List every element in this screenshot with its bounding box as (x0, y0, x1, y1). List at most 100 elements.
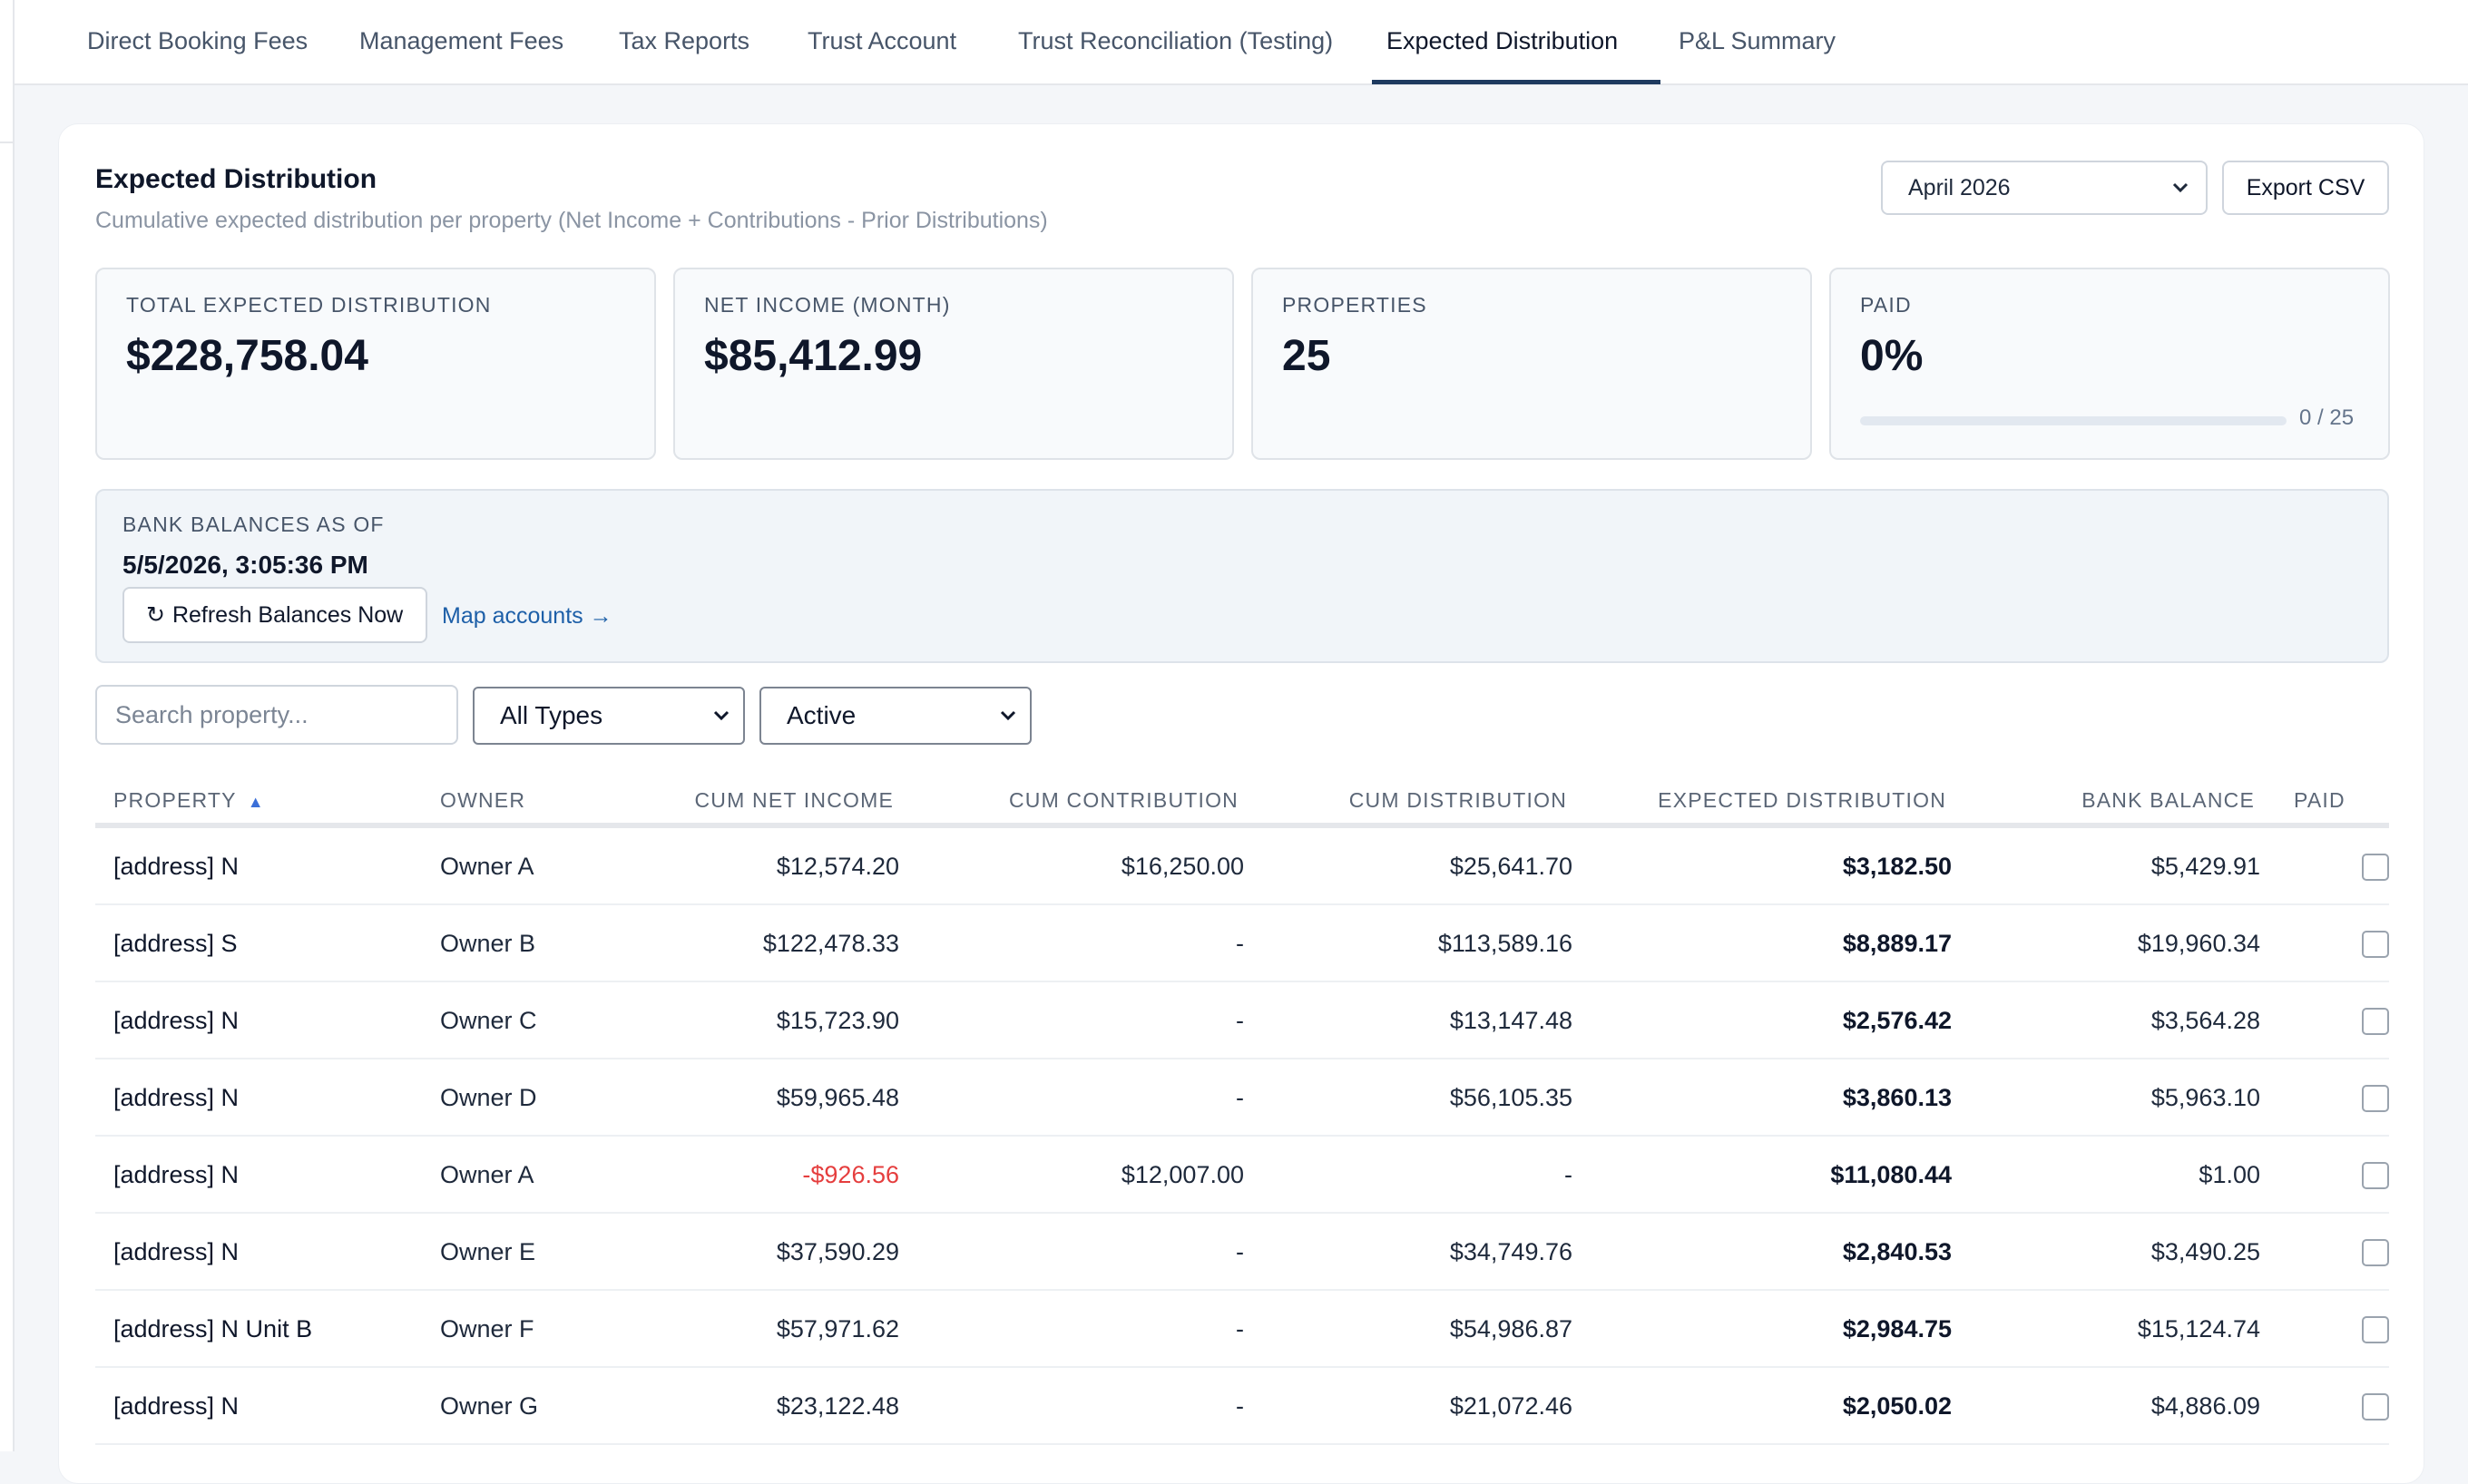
column-header-cum-net-income[interactable]: CUM NET INCOME (694, 788, 894, 812)
cell-property: [address] N Unit B (113, 1315, 313, 1342)
stat-label: PAID (1860, 293, 1912, 317)
refresh-icon: ↻ (146, 602, 165, 628)
cell-expected-distribution: $2,050.02 (1842, 1392, 1952, 1420)
cell-bank-balance: $19,960.34 (2137, 930, 2260, 957)
cell-cum-distribution: $21,072.46 (1449, 1392, 1572, 1420)
left-sidebar-edge (0, 0, 15, 1451)
column-header-paid[interactable]: PAID (2294, 788, 2346, 812)
cell-owner: Owner C (440, 1007, 537, 1034)
table-row: [address] N Owner D $59,965.48 - $56,105.35 $… (95, 1059, 2389, 1137)
cell-owner: Owner B (440, 930, 536, 957)
cell-owner: Owner D (440, 1084, 537, 1111)
cell-owner: Owner G (440, 1392, 539, 1420)
stat-label: NET INCOME (MONTH) (704, 293, 951, 317)
cell-cum-contribution: - (1236, 1238, 1244, 1265)
cell-bank-balance: $3,490.25 (2150, 1238, 2260, 1265)
paid-checkbox[interactable] (2362, 1162, 2389, 1189)
cell-cum-contribution: - (1236, 1392, 1244, 1420)
table-row: [address] N Owner A -$926.56 $12,007.00 - $11… (95, 1137, 2389, 1214)
column-header-property-label: PROPERTY (113, 788, 237, 812)
refresh-balances-label: Refresh Balances Now (171, 602, 404, 628)
month-select[interactable]: April 2026 (1881, 161, 2208, 215)
paid-progress-text: 0 / 25 (2299, 405, 2355, 430)
cell-bank-balance: $3,564.28 (2150, 1007, 2260, 1034)
cell-cum-net-income: -$926.56 (802, 1161, 899, 1188)
bank-balances-timestamp: 5/5/2026, 3:05:36 PM (122, 551, 368, 579)
cell-property: [address] N (113, 1007, 240, 1034)
refresh-balances-button[interactable]: ↻ Refresh Balances Now (122, 587, 427, 643)
cell-cum-distribution: - (1564, 1161, 1572, 1188)
column-header-cum-contribution[interactable]: CUM CONTRIBUTION (1008, 788, 1239, 812)
tab-pl-summary[interactable]: P&L Summary (1679, 27, 1836, 54)
column-header-property[interactable]: PROPERTY ▲ (113, 788, 265, 813)
paid-progress-bar (1860, 416, 2287, 425)
table-row: [address] N Owner C $15,723.90 - $13,147.48 $… (95, 982, 2389, 1059)
paid-checkbox[interactable] (2362, 1085, 2389, 1112)
cell-cum-distribution: $54,986.87 (1449, 1315, 1572, 1342)
paid-checkbox[interactable] (2362, 1393, 2389, 1421)
page-subtitle: Cumulative expected distribution per pro… (95, 208, 1048, 233)
cell-property: [address] N (113, 1084, 240, 1111)
cell-cum-contribution: - (1236, 1084, 1244, 1111)
stat-label: PROPERTIES (1282, 293, 1427, 317)
status-filter-select[interactable]: Active (759, 687, 1032, 745)
type-filter-value: All Types (500, 701, 603, 729)
column-header-bank-balance[interactable]: BANK BALANCE (2081, 788, 2255, 812)
column-header-owner[interactable]: OWNER (440, 788, 526, 812)
cell-bank-balance: $4,886.09 (2150, 1392, 2260, 1420)
cell-property: [address] N (113, 1238, 240, 1265)
tab-trust-reconciliation[interactable]: Trust Reconciliation (Testing) (1018, 27, 1334, 54)
cell-owner: Owner A (440, 853, 534, 880)
export-csv-button[interactable]: Export CSV (2222, 161, 2389, 215)
cell-bank-balance: $5,963.10 (2150, 1084, 2260, 1111)
sort-ascending-icon: ▲ (247, 793, 265, 811)
cell-cum-distribution: $13,147.48 (1449, 1007, 1572, 1034)
table-row: [address] S Owner B $122,478.33 - $113,589.1… (95, 905, 2389, 982)
table-row: [address] N Owner E $37,590.29 - $34,749.76 $… (95, 1214, 2389, 1291)
month-select-value: April 2026 (1908, 175, 2011, 200)
cell-expected-distribution: $11,080.44 (1830, 1161, 1952, 1188)
tab-trust-account[interactable]: Trust Account (808, 27, 957, 54)
chevron-down-icon (2171, 162, 2189, 232)
cell-cum-contribution: - (1236, 930, 1244, 957)
status-filter-value: Active (787, 701, 857, 729)
stat-value: $85,412.99 (704, 332, 923, 380)
map-accounts-link[interactable]: Map accounts → (442, 603, 612, 629)
cell-cum-net-income: $37,590.29 (776, 1238, 899, 1265)
chevron-down-icon (999, 688, 1017, 764)
cell-cum-distribution: $34,749.76 (1449, 1238, 1572, 1265)
stat-value: 25 (1282, 332, 1331, 380)
cell-expected-distribution: $3,860.13 (1842, 1084, 1952, 1111)
tab-management-fees[interactable]: Management Fees (359, 27, 564, 54)
cell-bank-balance: $15,124.74 (2137, 1315, 2260, 1342)
type-filter-select[interactable]: All Types (473, 687, 745, 745)
tab-tax-reports[interactable]: Tax Reports (619, 27, 750, 54)
paid-checkbox[interactable] (2362, 931, 2389, 958)
top-tab-bar: Direct Booking Fees Management Fees Tax … (15, 0, 2468, 85)
tab-expected-distribution[interactable]: Expected Distribution (1386, 27, 1619, 54)
paid-checkbox[interactable] (2362, 854, 2389, 881)
cell-expected-distribution: $2,984.75 (1842, 1315, 1952, 1342)
cell-expected-distribution: $3,182.50 (1842, 853, 1952, 880)
stat-card-properties: PROPERTIES 25 (1251, 268, 1812, 460)
chevron-down-icon (712, 688, 730, 764)
cell-expected-distribution: $2,576.42 (1842, 1007, 1952, 1034)
cell-cum-net-income: $23,122.48 (776, 1392, 899, 1420)
cell-cum-contribution: $12,007.00 (1121, 1161, 1244, 1188)
paid-checkbox[interactable] (2362, 1316, 2389, 1343)
paid-checkbox[interactable] (2362, 1239, 2389, 1266)
cell-cum-net-income: $57,971.62 (776, 1315, 899, 1342)
cell-expected-distribution: $8,889.17 (1842, 930, 1952, 957)
paid-checkbox[interactable] (2362, 1008, 2389, 1035)
table-header: PROPERTY ▲ OWNER CUM NET INCOME CUM CONTR… (95, 765, 2389, 828)
column-header-cum-distribution[interactable]: CUM DISTRIBUTION (1348, 788, 1567, 812)
column-header-expected-distribution[interactable]: EXPECTED DISTRIBUTION (1658, 788, 1946, 812)
stat-label: TOTAL EXPECTED DISTRIBUTION (126, 293, 492, 317)
cell-cum-net-income: $59,965.48 (776, 1084, 899, 1111)
cell-cum-contribution: $16,250.00 (1121, 853, 1244, 880)
stat-card-net-income: NET INCOME (MONTH) $85,412.99 (673, 268, 1234, 460)
cell-cum-contribution: - (1236, 1007, 1244, 1034)
search-property-input[interactable] (95, 685, 458, 745)
tab-direct-booking-fees[interactable]: Direct Booking Fees (87, 27, 308, 54)
cell-bank-balance: $5,429.91 (2150, 853, 2260, 880)
